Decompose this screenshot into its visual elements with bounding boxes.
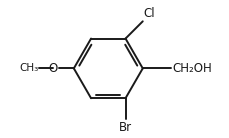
- Text: CH₃: CH₃: [19, 63, 38, 73]
- Text: Br: Br: [118, 121, 131, 134]
- Text: O: O: [48, 62, 57, 75]
- Text: Cl: Cl: [143, 7, 155, 20]
- Text: CH₂OH: CH₂OH: [172, 62, 211, 75]
